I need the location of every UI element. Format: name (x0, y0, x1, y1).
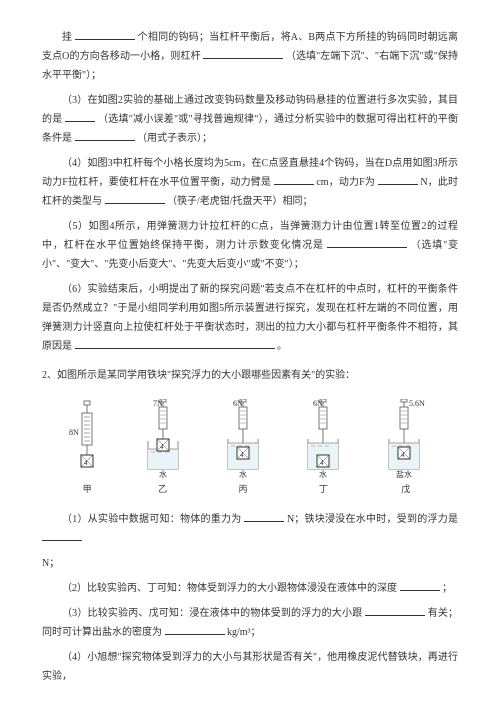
svg-text:水: 水 (239, 469, 247, 479)
apparatus-ding: 6N 4 水 丁 (298, 399, 348, 498)
paragraph-q4: （4）如图3中杠杆每个小格长度均为5cm，在C点竖直悬挂4个钩码，当在D点用如图… (42, 154, 458, 211)
svg-text:盐水: 盐水 (396, 469, 412, 479)
apparatus-icon: 8N 4 (67, 399, 107, 479)
text: （4）小旭想"探究物体受到浮力的大小与其形状是否有关"，他用橡皮泥代替铁块，再进… (42, 652, 458, 682)
text: （筷子/老虎钳/托盘天平）相同； (167, 196, 313, 207)
svg-text:8N: 8N (69, 428, 79, 437)
text: cm，动力F为 (316, 177, 375, 188)
svg-text:4: 4 (401, 451, 405, 459)
blank (400, 581, 440, 591)
svg-text:水: 水 (319, 469, 327, 479)
apparatus-bing: 6N 4 水 丙 (218, 399, 268, 498)
apparatus-icon: 6N 4 水 (218, 399, 268, 479)
apparatus-icon: 6N 4 水 (298, 399, 348, 479)
caption: 丙 (238, 481, 247, 498)
blank (378, 175, 418, 185)
svg-text:5.6N: 5.6N (409, 399, 425, 408)
apparatus-yi: 7N 4 水 乙 (138, 399, 188, 498)
subq-2: （2）比较实验丙、丁可知：物体受到浮力的大小跟物体浸没在液体中的深度 ； (42, 579, 458, 598)
text: ； (442, 583, 452, 594)
svg-text:7N: 7N (153, 399, 163, 408)
caption: 乙 (158, 481, 167, 498)
text: 挂 (62, 32, 72, 43)
svg-text:6N: 6N (233, 399, 243, 408)
text: 2、如图所示是某同学用铁块"探究浮力的大小跟哪些因素有关"的实验： (42, 370, 355, 381)
text: （3）比较实验丙、戊可知：浸在液体中的物体受到的浮力的大小跟 (62, 608, 362, 619)
question-2-head: 2、如图所示是某同学用铁块"探究浮力的大小跟哪些因素有关"的实验： (42, 366, 458, 385)
blank (75, 30, 135, 40)
paragraph-q5: （5）如图4所示，用弹簧测力计拉杠杆的C点，当弹簧测力计由位置1转至位置2的过程… (42, 217, 458, 274)
text: （1）从实验中数据可知：物体的重力为 (62, 514, 242, 525)
text: kg/m³； (227, 627, 261, 638)
subq-4: （4）小旭想"探究物体受到浮力的大小与其形状是否有关"，他用橡皮泥代替铁块，再进… (42, 648, 458, 686)
blank (165, 625, 225, 635)
blank (42, 531, 82, 541)
apparatus-wu: 5.6N 4 盐水 戊 (379, 399, 433, 498)
svg-text:4: 4 (240, 451, 244, 459)
subq-1: （1）从实验中数据可知：物体的重力为 N；铁块浸没在水中时，受到的浮力是 (42, 510, 458, 548)
blank (203, 49, 283, 59)
paragraph-q3: （3）在如图2实验的基础上通过改变钩码数量及移动钩码悬挂的位置进行多次实验，其目… (42, 91, 458, 148)
blank (244, 512, 284, 522)
text: 。 (277, 341, 287, 352)
text: （用式子表示）； (137, 133, 212, 144)
text: （2）比较实验丙、丁可知：物体受到浮力的大小跟物体浸没在液体中的深度 (62, 583, 397, 594)
subq-3: （3）比较实验丙、戊可知：浸在液体中的物体受到的浮力的大小跟 有关；同时可计算出… (42, 604, 458, 642)
blank (105, 194, 165, 204)
svg-text:4: 4 (320, 459, 324, 467)
caption: 丁 (319, 481, 328, 498)
caption: 戊 (401, 481, 410, 498)
apparatus-icon: 5.6N 4 盐水 (379, 399, 433, 479)
apparatus-icon: 7N 4 水 (138, 399, 188, 479)
blank (365, 606, 425, 616)
text: N；铁块浸没在水中时，受到的浮力是 (287, 514, 458, 525)
text: N； (42, 558, 59, 569)
blank (75, 339, 275, 349)
blank (327, 238, 407, 248)
svg-text:4: 4 (160, 443, 164, 451)
blank (274, 175, 314, 185)
paragraph-hooks: 挂 个相同的钩码；当杠杆平衡后，将A、B两点下方所挂的钩码同时朝远离支点O的方向… (42, 28, 458, 85)
caption: 甲 (83, 481, 92, 498)
figure-row: 8N 4 甲 7N 4 (52, 399, 448, 498)
paragraph-q6: （6）实验结束后，小明提出了新的探究问题"若支点不在杠杆的中点时，杠杆的平衡条件… (42, 280, 458, 356)
svg-text:6N: 6N (313, 399, 323, 408)
svg-text:4: 4 (84, 459, 88, 467)
subq-1-tail: N； (42, 554, 458, 573)
blank (65, 112, 95, 122)
apparatus-jia: 8N 4 甲 (67, 399, 107, 498)
blank (75, 131, 135, 141)
svg-text:水: 水 (159, 469, 167, 479)
